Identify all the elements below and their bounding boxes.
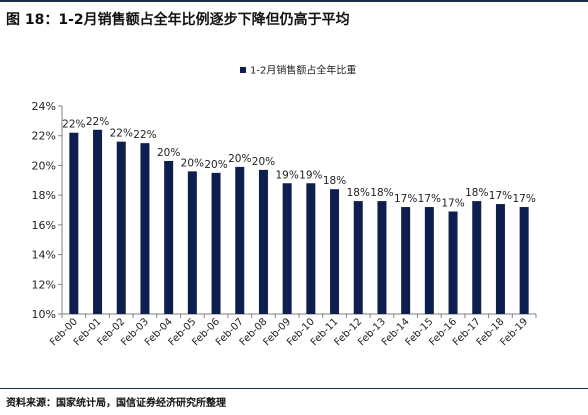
- figure-title-bar: 图 18：1-2月销售额占全年比例逐步下降但仍高于平均: [0, 0, 588, 32]
- bar: [424, 207, 434, 314]
- bar: [69, 132, 79, 314]
- legend-label: 1-2月销售额占全年比重: [250, 64, 356, 77]
- x-tick-labels: Feb-00Feb-01Feb-02Feb-03Feb-04Feb-05Feb-…: [48, 316, 530, 348]
- bar-value-label: 17%: [418, 193, 441, 205]
- bar-value-label: 20%: [157, 147, 180, 159]
- bar-value-label: 22%: [86, 116, 109, 128]
- bar-value-label: 17%: [441, 197, 464, 209]
- y-tick-label: 20%: [32, 159, 56, 172]
- bar: [401, 207, 411, 314]
- bar: [235, 166, 245, 314]
- bar-value-label: 18%: [370, 187, 393, 199]
- bar: [519, 207, 529, 314]
- bar-value-label: 19%: [299, 169, 322, 181]
- bar: [448, 211, 458, 314]
- bar: [495, 204, 505, 314]
- footer: 资料来源：国家统计局，国信证券经济研究所整理: [0, 388, 588, 415]
- bar: [116, 141, 126, 314]
- y-tick-label: 16%: [32, 219, 56, 232]
- y-tick-labels: 10% 12% 14% 16% 18% 20% 22% 24%: [32, 100, 56, 321]
- bar-value-label: 17%: [512, 193, 535, 205]
- y-tick-label: 10%: [32, 308, 56, 321]
- bar-value-label: 18%: [323, 175, 346, 187]
- legend: 1-2月销售额占全年比重: [240, 64, 356, 77]
- bar: [353, 201, 363, 314]
- bar-value-label: 22%: [110, 128, 133, 140]
- bar: [164, 160, 174, 314]
- bar: [258, 169, 268, 314]
- bar-value-label: 20%: [252, 156, 275, 168]
- bar: [330, 189, 340, 314]
- y-tick-label: 24%: [32, 100, 56, 113]
- legend-swatch: [240, 67, 246, 73]
- bar-value-label: 17%: [394, 193, 417, 205]
- bar-value-label: 17%: [489, 190, 512, 202]
- y-tick-label: 12%: [32, 278, 56, 291]
- y-tick-label: 22%: [32, 130, 56, 143]
- y-tick-label: 14%: [32, 249, 56, 262]
- bar-value-label: 20%: [204, 159, 227, 171]
- bar: [306, 183, 316, 314]
- bar-value-label: 20%: [181, 157, 204, 169]
- bar-value-label: 18%: [347, 187, 370, 199]
- bar-value-label: 18%: [465, 187, 488, 199]
- bar: [187, 171, 197, 314]
- value-labels: 22% 22%22% 22%20%20% 20% 20% 20%19% 19% 18%18% 1…: [62, 116, 536, 210]
- source-note: 资料来源：国家统计局，国信证券经济研究所整理: [6, 398, 226, 409]
- figure-title: 图 18：1-2月销售额占全年比例逐步下降但仍高于平均: [6, 12, 350, 28]
- bar: [211, 172, 221, 314]
- bar: [472, 201, 482, 314]
- chart-container: 1-2月销售额占全年比重 22% 22% 22% 22% 20% 20% 20% 20% 20%…: [0, 32, 588, 380]
- bar-value-label: 19%: [275, 169, 298, 181]
- bar-value-label: 22%: [62, 119, 85, 131]
- bar: [93, 129, 103, 314]
- bar-chart: 1-2月销售额占全年比重 22% 22%22% 22%20%20% 20% 20% 20%…: [32, 64, 537, 348]
- bar-value-label: 20%: [228, 153, 251, 165]
- bar: [377, 201, 387, 314]
- bar: [140, 143, 150, 314]
- bars: [69, 129, 529, 314]
- bar: [282, 183, 292, 314]
- bar-value-label: 22%: [133, 129, 156, 141]
- y-tick-label: 18%: [32, 189, 56, 202]
